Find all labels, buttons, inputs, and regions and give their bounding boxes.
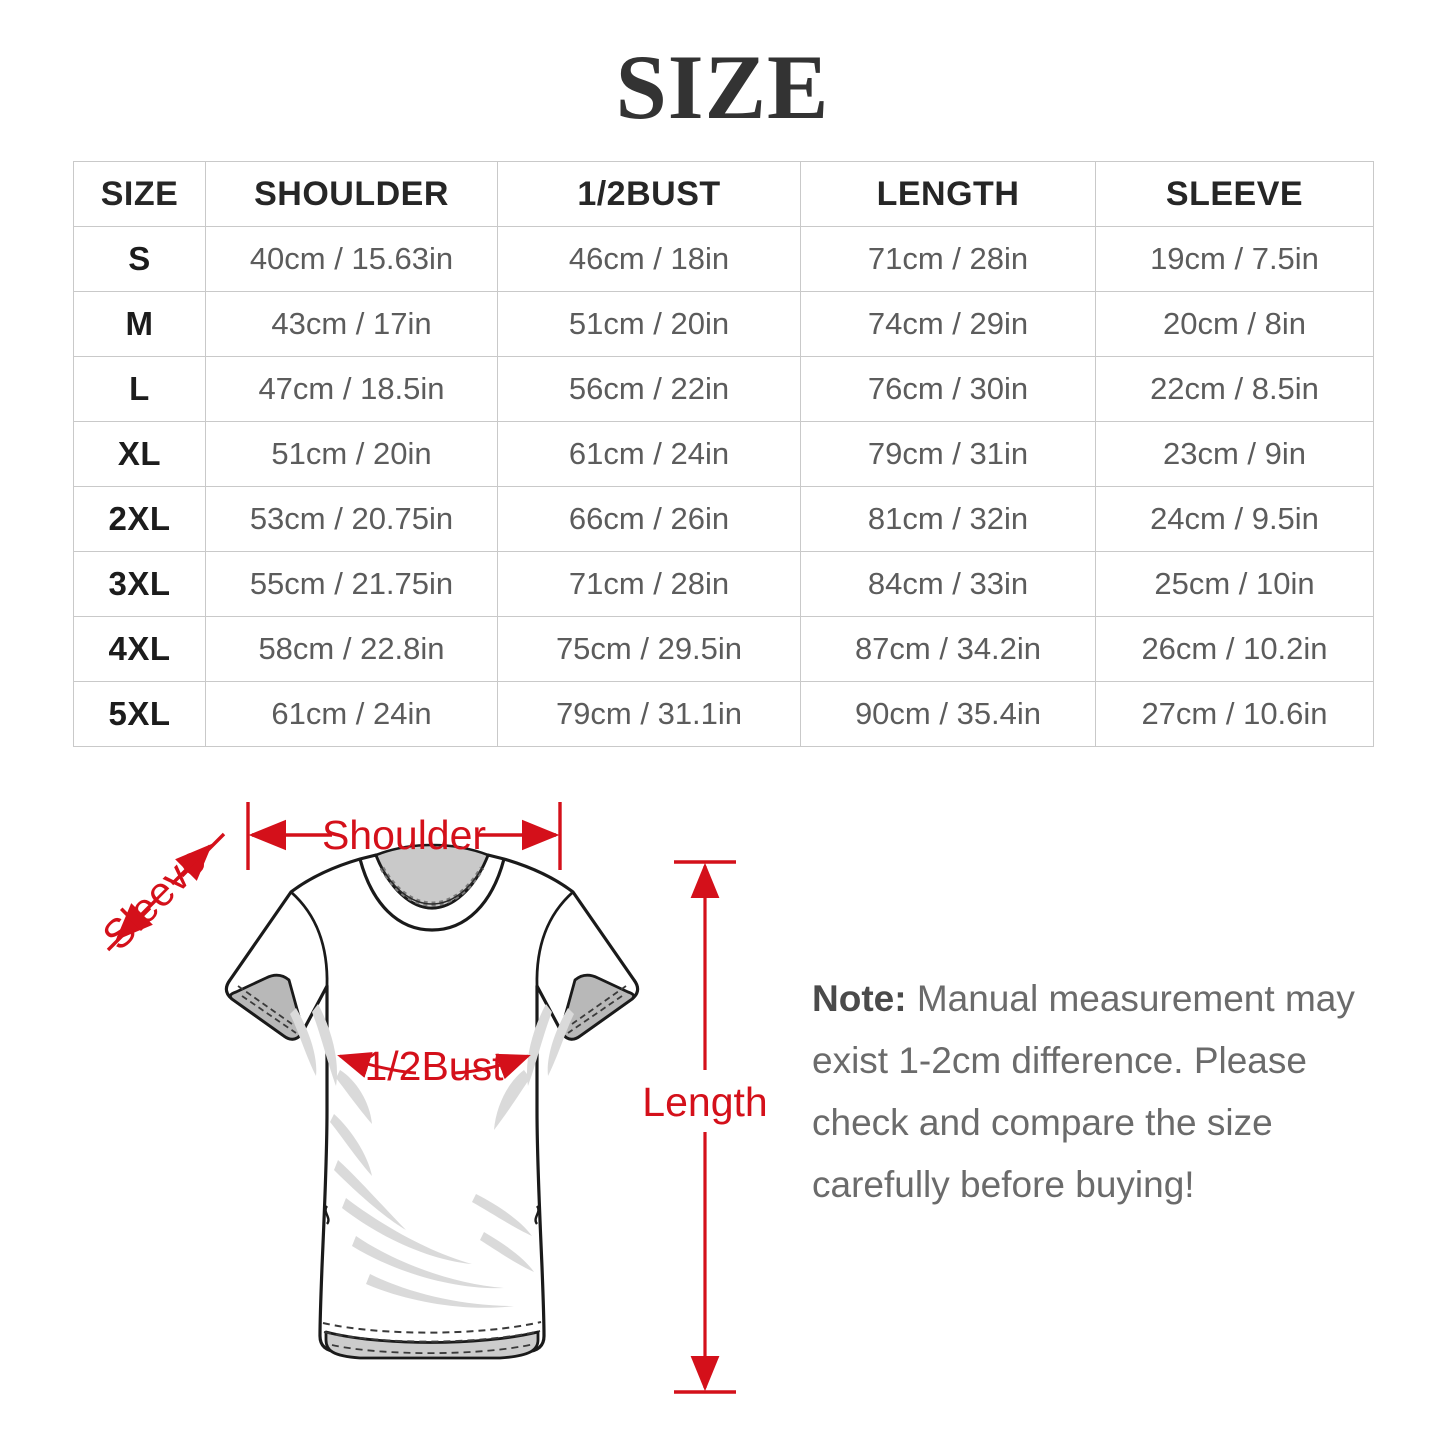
- measurement-note: Note: Manual measurement may exist 1-2cm…: [812, 968, 1382, 1216]
- table-row: XL 51cm / 20in 61cm / 24in 79cm / 31in 2…: [73, 421, 1374, 487]
- column-header-size: SIZE: [73, 161, 206, 227]
- table-row: L 47cm / 18.5in 56cm / 22in 76cm / 30in …: [73, 356, 1374, 422]
- cell-sleeve: 23cm / 9in: [1095, 421, 1374, 487]
- column-header-bust: 1/2BUST: [497, 161, 801, 227]
- cell-bust: 51cm / 20in: [497, 291, 801, 357]
- cell-size: M: [73, 291, 206, 357]
- cell-size: 5XL: [73, 681, 206, 747]
- cell-sleeve: 20cm / 8in: [1095, 291, 1374, 357]
- shoulder-label: Shoulder: [322, 812, 486, 858]
- cell-sleeve: 27cm / 10.6in: [1095, 681, 1374, 747]
- cell-sleeve: 24cm / 9.5in: [1095, 486, 1374, 552]
- cell-bust: 61cm / 24in: [497, 421, 801, 487]
- cell-bust: 46cm / 18in: [497, 226, 801, 292]
- tshirt-measurement-diagram: Shoulder Sleeve 1/2Bust Length: [60, 780, 800, 1430]
- cell-shoulder: 51cm / 20in: [205, 421, 498, 487]
- note-label: Note:: [812, 978, 907, 1019]
- cell-size: 2XL: [73, 486, 206, 552]
- cell-length: 84cm / 33in: [800, 551, 1096, 617]
- cell-sleeve: 22cm / 8.5in: [1095, 356, 1374, 422]
- length-measurement-annotation: Length: [642, 860, 768, 1394]
- cell-length: 76cm / 30in: [800, 356, 1096, 422]
- cell-shoulder: 53cm / 20.75in: [205, 486, 498, 552]
- column-header-sleeve: SLEEVE: [1095, 161, 1374, 227]
- cell-bust: 66cm / 26in: [497, 486, 801, 552]
- cell-size: L: [73, 356, 206, 422]
- cell-bust: 79cm / 31.1in: [497, 681, 801, 747]
- cell-shoulder: 58cm / 22.8in: [205, 616, 498, 682]
- cell-shoulder: 47cm / 18.5in: [205, 356, 498, 422]
- cell-shoulder: 61cm / 24in: [205, 681, 498, 747]
- column-header-length: LENGTH: [800, 161, 1096, 227]
- cell-length: 79cm / 31in: [800, 421, 1096, 487]
- size-chart-table: SIZE SHOULDER 1/2BUST LENGTH SLEEVE S 40…: [73, 161, 1374, 747]
- cell-size: 3XL: [73, 551, 206, 617]
- note-text: Manual measurement may exist 1-2cm diffe…: [812, 978, 1355, 1205]
- cell-bust: 56cm / 22in: [497, 356, 801, 422]
- cell-length: 71cm / 28in: [800, 226, 1096, 292]
- shoulder-measurement-annotation: Shoulder: [246, 802, 562, 870]
- column-header-shoulder: SHOULDER: [205, 161, 498, 227]
- bust-measurement-annotation: 1/2Bust: [337, 1043, 531, 1089]
- table-header-row: SIZE SHOULDER 1/2BUST LENGTH SLEEVE: [73, 161, 1374, 227]
- cell-shoulder: 55cm / 21.75in: [205, 551, 498, 617]
- length-label: Length: [642, 1079, 767, 1125]
- cell-shoulder: 43cm / 17in: [205, 291, 498, 357]
- cell-size: 4XL: [73, 616, 206, 682]
- table-row: S 40cm / 15.63in 46cm / 18in 71cm / 28in…: [73, 226, 1374, 292]
- cell-sleeve: 25cm / 10in: [1095, 551, 1374, 617]
- sleeve-measurement-annotation: Sleeve: [94, 832, 226, 959]
- cell-size: S: [73, 226, 206, 292]
- cell-length: 87cm / 34.2in: [800, 616, 1096, 682]
- tshirt-illustration: [224, 843, 640, 1360]
- cell-sleeve: 26cm / 10.2in: [1095, 616, 1374, 682]
- fabric-shading: [290, 1004, 574, 1308]
- cell-size: XL: [73, 421, 206, 487]
- table-row: 4XL 58cm / 22.8in 75cm / 29.5in 87cm / 3…: [73, 616, 1374, 682]
- cell-sleeve: 19cm / 7.5in: [1095, 226, 1374, 292]
- page-title: SIZE: [615, 36, 830, 138]
- bust-label: 1/2Bust: [364, 1043, 504, 1089]
- cell-length: 74cm / 29in: [800, 291, 1096, 357]
- table-row: M 43cm / 17in 51cm / 20in 74cm / 29in 20…: [73, 291, 1374, 357]
- table-row: 2XL 53cm / 20.75in 66cm / 26in 81cm / 32…: [73, 486, 1374, 552]
- cell-bust: 71cm / 28in: [497, 551, 801, 617]
- cell-length: 90cm / 35.4in: [800, 681, 1096, 747]
- cell-bust: 75cm / 29.5in: [497, 616, 801, 682]
- table-row: 3XL 55cm / 21.75in 71cm / 28in 84cm / 33…: [73, 551, 1374, 617]
- cell-shoulder: 40cm / 15.63in: [205, 226, 498, 292]
- sleeve-label: Sleeve: [94, 838, 215, 959]
- cell-length: 81cm / 32in: [800, 486, 1096, 552]
- table-row: 5XL 61cm / 24in 79cm / 31.1in 90cm / 35.…: [73, 681, 1374, 747]
